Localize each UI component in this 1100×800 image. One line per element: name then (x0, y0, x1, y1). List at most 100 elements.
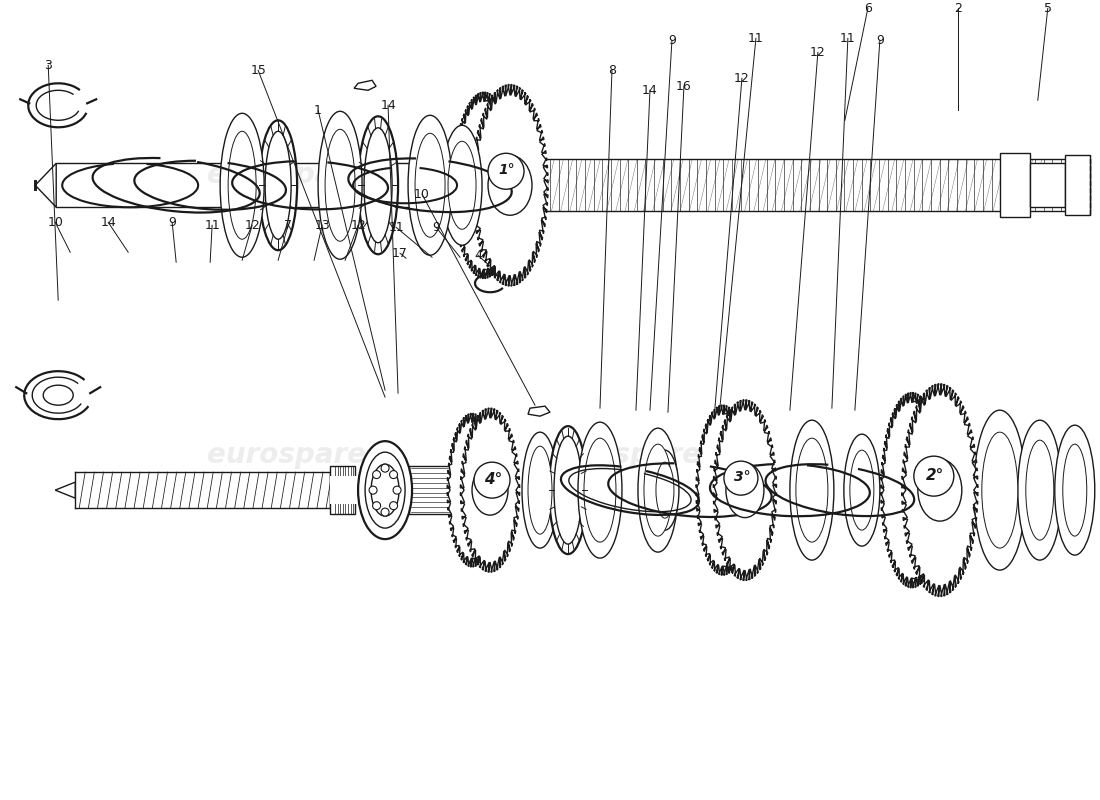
Ellipse shape (1018, 420, 1062, 560)
Polygon shape (448, 414, 497, 567)
Text: eurospares: eurospares (542, 441, 717, 469)
Ellipse shape (549, 426, 587, 554)
Circle shape (724, 461, 758, 495)
Polygon shape (881, 393, 943, 588)
Circle shape (488, 154, 524, 190)
Ellipse shape (844, 434, 880, 546)
Ellipse shape (442, 126, 482, 246)
Text: 9: 9 (876, 34, 883, 47)
Text: 17: 17 (392, 246, 408, 260)
Ellipse shape (982, 432, 1018, 548)
Text: 9: 9 (668, 34, 675, 47)
Text: 3°: 3° (734, 470, 750, 484)
Ellipse shape (644, 444, 672, 536)
Ellipse shape (371, 464, 399, 516)
Ellipse shape (364, 128, 392, 242)
Polygon shape (35, 163, 56, 207)
Circle shape (393, 486, 402, 494)
Text: 11: 11 (840, 32, 856, 45)
Ellipse shape (638, 428, 678, 552)
Ellipse shape (448, 142, 476, 230)
Text: 15: 15 (250, 64, 266, 77)
Text: 2: 2 (954, 2, 961, 15)
Text: 10: 10 (414, 188, 430, 201)
Text: 11: 11 (388, 221, 404, 234)
Ellipse shape (850, 450, 873, 530)
Polygon shape (330, 476, 411, 504)
Polygon shape (1065, 155, 1090, 215)
Text: 5: 5 (1044, 2, 1052, 15)
Text: 11: 11 (748, 32, 763, 45)
Ellipse shape (554, 436, 582, 544)
Text: 8: 8 (608, 64, 616, 77)
Ellipse shape (265, 131, 292, 239)
Circle shape (389, 502, 397, 510)
Circle shape (381, 508, 389, 516)
Polygon shape (453, 92, 515, 278)
Text: 14: 14 (100, 216, 117, 229)
Text: 3: 3 (44, 59, 52, 72)
Polygon shape (1000, 154, 1030, 218)
Ellipse shape (415, 134, 446, 238)
Circle shape (474, 462, 510, 498)
Text: 7: 7 (284, 218, 293, 232)
Text: 2°: 2° (926, 468, 944, 482)
Text: 14: 14 (381, 98, 396, 112)
Ellipse shape (522, 432, 558, 548)
Text: eurospares: eurospares (208, 441, 383, 469)
Circle shape (373, 470, 381, 478)
Circle shape (370, 486, 377, 494)
Text: 16: 16 (676, 80, 692, 93)
Ellipse shape (790, 420, 834, 560)
Polygon shape (354, 80, 376, 90)
Ellipse shape (220, 114, 264, 258)
Ellipse shape (917, 459, 961, 521)
Polygon shape (713, 400, 777, 581)
Polygon shape (330, 466, 355, 514)
Ellipse shape (651, 450, 679, 530)
Text: 12: 12 (734, 72, 750, 85)
Ellipse shape (796, 438, 828, 542)
Polygon shape (1030, 163, 1065, 207)
Ellipse shape (359, 116, 398, 254)
Ellipse shape (472, 465, 508, 515)
Ellipse shape (584, 438, 616, 542)
Text: 14: 14 (642, 84, 658, 97)
Circle shape (381, 464, 389, 472)
Polygon shape (902, 384, 978, 597)
Text: 1°: 1° (498, 163, 515, 178)
Ellipse shape (326, 130, 355, 242)
Text: 9: 9 (432, 221, 440, 234)
Ellipse shape (1055, 425, 1094, 555)
Ellipse shape (228, 131, 256, 239)
Circle shape (389, 470, 397, 478)
Ellipse shape (365, 452, 405, 528)
Ellipse shape (1063, 444, 1087, 536)
Ellipse shape (528, 446, 552, 534)
Polygon shape (530, 159, 1090, 211)
Ellipse shape (974, 410, 1026, 570)
Polygon shape (409, 466, 455, 514)
Text: 4: 4 (474, 249, 482, 262)
Ellipse shape (408, 115, 452, 255)
Ellipse shape (488, 155, 532, 215)
Polygon shape (528, 406, 550, 416)
Ellipse shape (359, 441, 412, 539)
Ellipse shape (854, 465, 870, 515)
Text: 10: 10 (47, 216, 63, 229)
Ellipse shape (726, 462, 763, 518)
Text: 12: 12 (350, 218, 366, 232)
Text: 11: 11 (205, 218, 220, 232)
Ellipse shape (260, 120, 297, 250)
Ellipse shape (1026, 440, 1054, 540)
Text: 4°: 4° (484, 472, 502, 486)
Polygon shape (461, 408, 519, 572)
Text: 1: 1 (315, 104, 322, 117)
Ellipse shape (578, 422, 621, 558)
Ellipse shape (318, 111, 362, 259)
Text: eurospares: eurospares (572, 162, 748, 190)
Text: 9: 9 (168, 216, 176, 229)
Polygon shape (55, 482, 75, 498)
Text: 6: 6 (864, 2, 872, 15)
Polygon shape (472, 85, 548, 286)
